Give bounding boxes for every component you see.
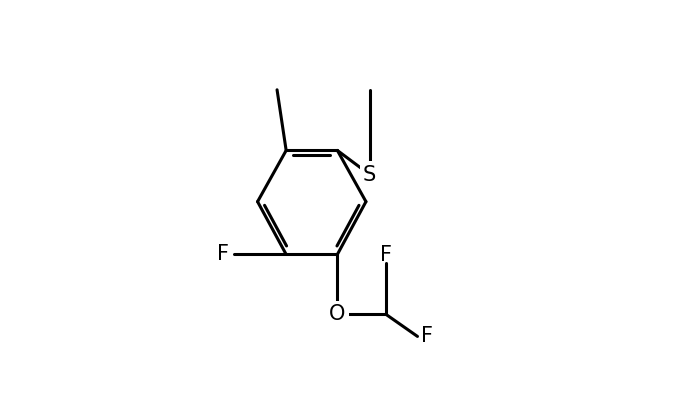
Text: S: S bbox=[363, 164, 376, 185]
Text: F: F bbox=[217, 244, 228, 264]
Text: F: F bbox=[421, 326, 433, 346]
Text: O: O bbox=[329, 304, 345, 324]
Text: F: F bbox=[380, 245, 392, 265]
